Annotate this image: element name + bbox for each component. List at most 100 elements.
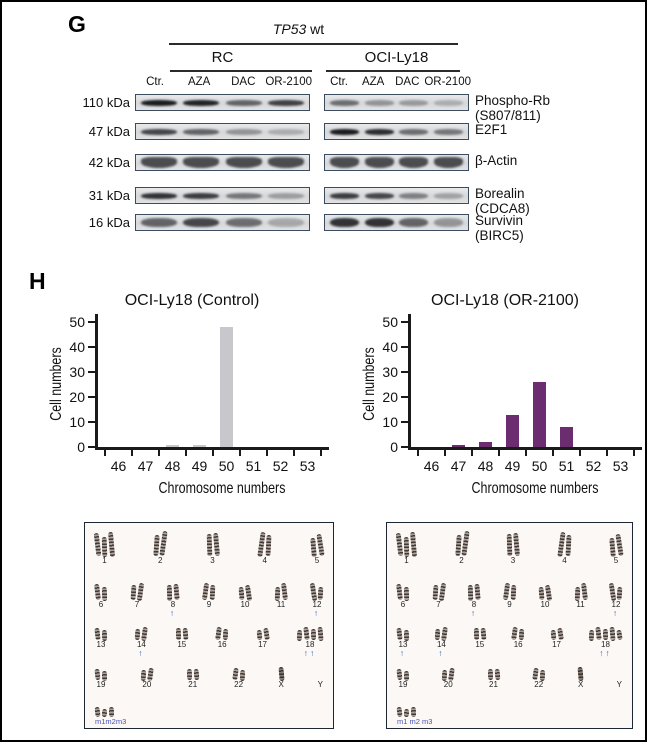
- chromosome-number: 7: [134, 600, 140, 610]
- kda-label: 42 kDa: [88, 155, 130, 170]
- chromosome-number: X: [278, 680, 284, 690]
- marker-chromosome-set: [94, 706, 115, 718]
- chromosome-image: [201, 582, 210, 601]
- chromosome-image: [473, 628, 479, 641]
- data-bar: [506, 414, 519, 447]
- chromosome-image: [518, 628, 525, 641]
- chromosome-number: 3: [210, 556, 215, 566]
- chromosome-image: [231, 667, 239, 681]
- x-tick-label: 53: [612, 458, 629, 474]
- chromosome-group-5: 5: [310, 533, 325, 573]
- chromosome-group-2: 2: [153, 530, 168, 573]
- x-tick-label: 46: [423, 458, 440, 474]
- x-axis: [95, 447, 329, 450]
- lane-label-ly18-dac: DAC: [395, 76, 420, 88]
- chromosome-group-18: 18 ↑↑: [296, 626, 324, 659]
- karyotype-row: 13 ↑ 14 ↑ 15 16 17 18 ↑↑: [396, 626, 623, 659]
- karyotype-control: 1 2 3 4 5 6 7 8 ↑ 9 10 11 12 ↑ 13 14 ↑ 15 16 17 18 ↑↑ 19 20 21 22…: [84, 522, 334, 729]
- protein-band: [183, 99, 220, 106]
- y-axis-tick: [401, 346, 408, 348]
- chromosome-image: [256, 630, 262, 641]
- group-ocily18-rule: [326, 70, 460, 72]
- protein-band: [434, 218, 464, 227]
- chromosome-set: [238, 584, 253, 601]
- chromosome-image: [101, 536, 108, 557]
- protein-band: [364, 128, 394, 135]
- x-tick-label: 52: [272, 458, 289, 474]
- x-tick-label: 52: [585, 458, 602, 474]
- chromosome-image: [531, 667, 539, 681]
- abnormality-arrows: ↑: [612, 608, 620, 619]
- y-tick-label: 0: [390, 439, 398, 455]
- tp53-status-header: TP53 wt: [135, 21, 462, 37]
- blot-box-rc: [135, 187, 310, 204]
- protein-band: [364, 99, 394, 106]
- x-axis-label: Chromosome numbers: [158, 480, 286, 497]
- x-axis-tick: [266, 449, 268, 456]
- lane-label-ly18-aza: AZA: [361, 76, 385, 88]
- protein-band: [434, 99, 464, 106]
- chromosome-image: [609, 626, 616, 641]
- data-bar: [220, 327, 233, 447]
- kda-label: 31 kDa: [88, 188, 130, 203]
- chart-title: OCI-Ly18 (Control): [124, 292, 260, 309]
- chromosome-image: [467, 584, 474, 601]
- blot-box-ly18: [324, 154, 469, 171]
- chromosome-number: Y: [616, 680, 622, 690]
- y-tick-label: 10: [69, 414, 85, 430]
- abnormality-arrows: ↑↑: [303, 648, 317, 659]
- chromosome-set: [94, 627, 108, 641]
- chromosome-image: [615, 533, 624, 557]
- chromosome-set: [538, 584, 553, 601]
- marker-chromosome-group: m1m2m3: [94, 706, 127, 726]
- y-axis: [408, 314, 411, 449]
- chromosome-set: [502, 582, 516, 601]
- chromosome-number: 22: [534, 680, 544, 690]
- chromosome-set: [93, 531, 116, 557]
- chromosome-number: 3: [510, 556, 516, 566]
- chromosome-image: [616, 630, 623, 641]
- protein-band: [183, 192, 220, 199]
- marker-chromosome-image: [410, 706, 417, 718]
- chart-or2100: OCI-Ly18 (OR-2100) Cell numbers 0 10 20 30 40 5…: [355, 290, 645, 505]
- karyotype-row: 13 14 ↑ 15 16 17 18 ↑↑: [94, 626, 324, 659]
- chromosome-image: [274, 586, 281, 601]
- chromosome-image: [588, 629, 595, 641]
- chromosome-group-15: 15: [473, 627, 487, 657]
- chromosome-image: [539, 669, 546, 681]
- chromosome-image: [550, 630, 556, 641]
- chromosome-set: [309, 582, 324, 601]
- marker-row: m1m2m3: [94, 706, 323, 726]
- chromosome-number: 16: [217, 640, 227, 650]
- chromosome-image: [257, 531, 266, 557]
- chromosome-image: [511, 626, 519, 641]
- chromosome-group-14: 14 ↑: [134, 626, 149, 658]
- chromosome-image: [441, 669, 448, 681]
- marker-row: m1 m2 m3: [396, 706, 622, 726]
- chromosome-group-17: 17: [550, 628, 564, 657]
- karyotype-row: 6 7 8 ↑ 9 10 11 12 ↑: [94, 582, 324, 618]
- chromosome-image: [101, 670, 108, 681]
- chromosome-image: [556, 628, 564, 641]
- chromosome-group-18: 18 ↑↑: [588, 626, 623, 658]
- marker-label: m1m2m3: [95, 716, 127, 726]
- chromosome-set: [231, 667, 245, 681]
- chromosome-group-x: X: [278, 666, 285, 698]
- abnormality-arrows: ↑: [438, 648, 445, 659]
- protein-band: [329, 99, 359, 106]
- protein-label-line: β-Actin: [475, 153, 518, 168]
- x-axis-tick: [633, 449, 635, 456]
- chromosome-image: [396, 668, 403, 681]
- protein-band: [329, 157, 359, 168]
- chromosome-number: X: [578, 680, 584, 690]
- chromosome-group-5: 5: [609, 533, 624, 573]
- chromosome-image: [212, 533, 220, 557]
- x-axis-tick: [104, 449, 106, 456]
- abnormality-arrows: ↑: [399, 648, 407, 659]
- chromosome-image: [317, 586, 324, 601]
- chromosome-set: [94, 668, 108, 681]
- chromosome-number: 17: [258, 640, 268, 650]
- chromosome-set: [473, 627, 487, 641]
- chromosome-set: [134, 626, 149, 641]
- chromosome-group-22: 22: [531, 667, 546, 697]
